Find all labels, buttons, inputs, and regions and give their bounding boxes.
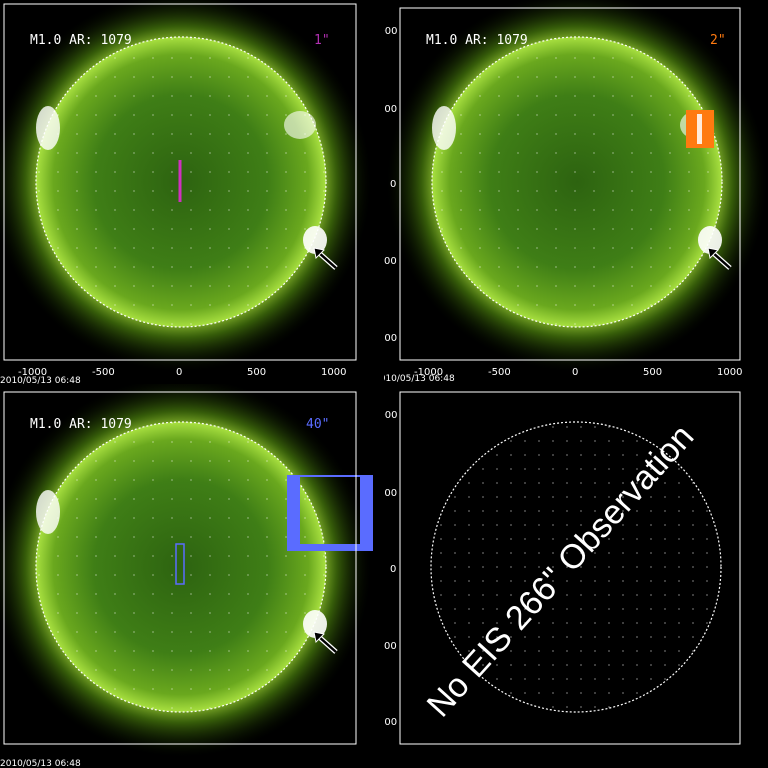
- flare-region: [303, 226, 327, 254]
- panel-1: M1.0 AR: 1079 1" -1000 -500 0 500 1000 2…: [0, 0, 384, 384]
- x-tick: 0: [572, 367, 578, 378]
- panel-1-svg: M1.0 AR: 1079 1" -1000 -500 0 500 1000 2…: [0, 0, 371, 384]
- observation-date: 2010/05/13 06:48: [0, 376, 81, 384]
- x-tick: 1000: [717, 367, 742, 378]
- x-tick: -1000: [18, 367, 47, 378]
- y-tick: 500: [384, 488, 397, 499]
- y-tick: 0: [390, 179, 396, 190]
- panel-2: M1.0 AR: 1079 2" 1000 500 0 -500 -1000 -…: [384, 0, 768, 384]
- y-tick: 0: [390, 564, 396, 575]
- panel-3-svg: M1.0 AR: 1079 40" 2010/05/13 06:48: [0, 384, 373, 768]
- limb-brightening-east: [432, 106, 456, 150]
- raster-gap: [697, 114, 702, 144]
- heliographic-grid: [432, 37, 722, 327]
- x-tick: 1000: [321, 367, 346, 378]
- heliographic-grid: [36, 422, 326, 712]
- panel-3: M1.0 AR: 1079 40" 2010/05/13 06:48: [0, 384, 384, 768]
- resolution-label: 40": [306, 417, 329, 432]
- plot-frame: [399, 7, 741, 361]
- limb-brightening-west: [284, 111, 316, 139]
- plot-frame: [399, 391, 741, 745]
- panel-4-svg: 1000 500 0 -500 -1000 No EIS 266" Observ…: [384, 391, 741, 745]
- x-tick: 500: [643, 367, 662, 378]
- raster-edge-right: [360, 476, 372, 550]
- y-tick: 500: [384, 104, 397, 115]
- arrow-icon: [313, 631, 338, 654]
- panel-4: 1000 500 0 -500 -1000 No EIS 266" Observ…: [384, 384, 768, 768]
- plot-frame: [3, 391, 357, 745]
- y-tick: -500: [384, 256, 397, 267]
- limb-outline: [430, 421, 722, 713]
- resolution-label: 1": [314, 33, 330, 48]
- raster-edge-bottom: [288, 544, 372, 550]
- x-tick: -500: [488, 367, 511, 378]
- arrow-icon: [707, 247, 732, 270]
- arrow-icon: [313, 247, 338, 270]
- limb-outline: [35, 421, 327, 713]
- limb-brightening-east: [36, 106, 60, 150]
- observation-date: 2010/05/13 06:48: [0, 759, 81, 768]
- limb-brightening-east: [36, 490, 60, 534]
- y-tick: 1000: [384, 410, 397, 421]
- eis-slit-box: [175, 543, 185, 585]
- limb-outline: [35, 36, 327, 328]
- y-tick: 1000: [384, 26, 397, 37]
- raster-edge-left: [288, 476, 300, 550]
- x-tick: -500: [92, 367, 115, 378]
- flare-region: [698, 226, 722, 254]
- x-tick: -1000: [414, 367, 443, 378]
- plot-frame: [3, 3, 357, 361]
- x-tick-labels: -1000 -500 0 500 1000: [18, 367, 346, 378]
- y-tick-labels: 1000 500 0 -500 -1000: [384, 26, 397, 344]
- y-tick: -500: [384, 641, 397, 652]
- panel-title: M1.0 AR: 1079: [30, 33, 132, 48]
- panel-title: M1.0 AR: 1079: [426, 33, 528, 48]
- panel-title: M1.0 AR: 1079: [30, 417, 132, 432]
- observation-date: 2010/05/13 06:48: [384, 374, 455, 384]
- y-tick: -1000: [384, 717, 397, 728]
- x-tick: 0: [176, 367, 182, 378]
- x-tick: 500: [247, 367, 266, 378]
- y-tick-labels: 1000 500 0 -500 -1000: [384, 410, 397, 728]
- x-tick-labels: -1000 -500 0 500 1000: [414, 367, 742, 378]
- flare-region: [303, 610, 327, 638]
- panel-2-svg: M1.0 AR: 1079 2" 1000 500 0 -500 -1000 -…: [384, 0, 767, 384]
- resolution-label: 2": [710, 33, 726, 48]
- y-tick: -1000: [384, 333, 397, 344]
- limb-outline: [431, 36, 723, 328]
- heliographic-grid: [431, 422, 721, 712]
